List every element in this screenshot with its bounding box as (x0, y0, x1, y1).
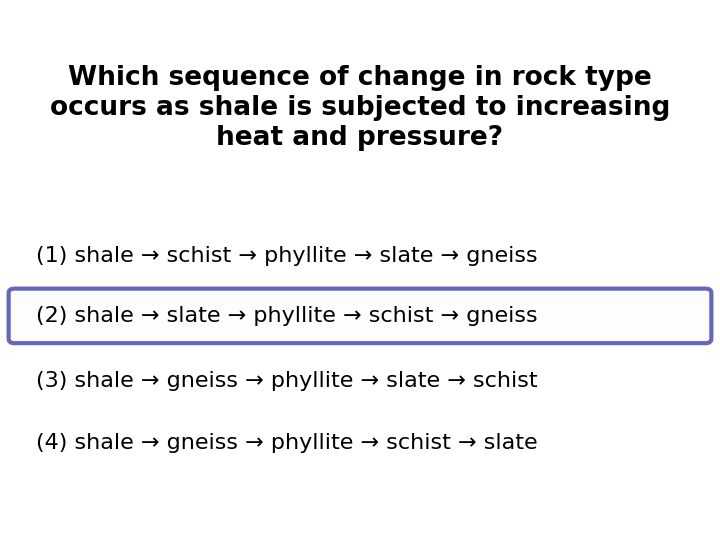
Text: (4) shale → gneiss → phyllite → schist → slate: (4) shale → gneiss → phyllite → schist →… (36, 433, 538, 453)
Text: (2) shale → slate → phyllite → schist → gneiss: (2) shale → slate → phyllite → schist → … (36, 306, 538, 326)
Text: Which sequence of change in rock type
occurs as shale is subjected to increasing: Which sequence of change in rock type oc… (50, 65, 670, 151)
Text: (3) shale → gneiss → phyllite → slate → schist: (3) shale → gneiss → phyllite → slate → … (36, 370, 538, 391)
FancyBboxPatch shape (9, 288, 711, 343)
Text: (1) shale → schist → phyllite → slate → gneiss: (1) shale → schist → phyllite → slate → … (36, 246, 538, 267)
